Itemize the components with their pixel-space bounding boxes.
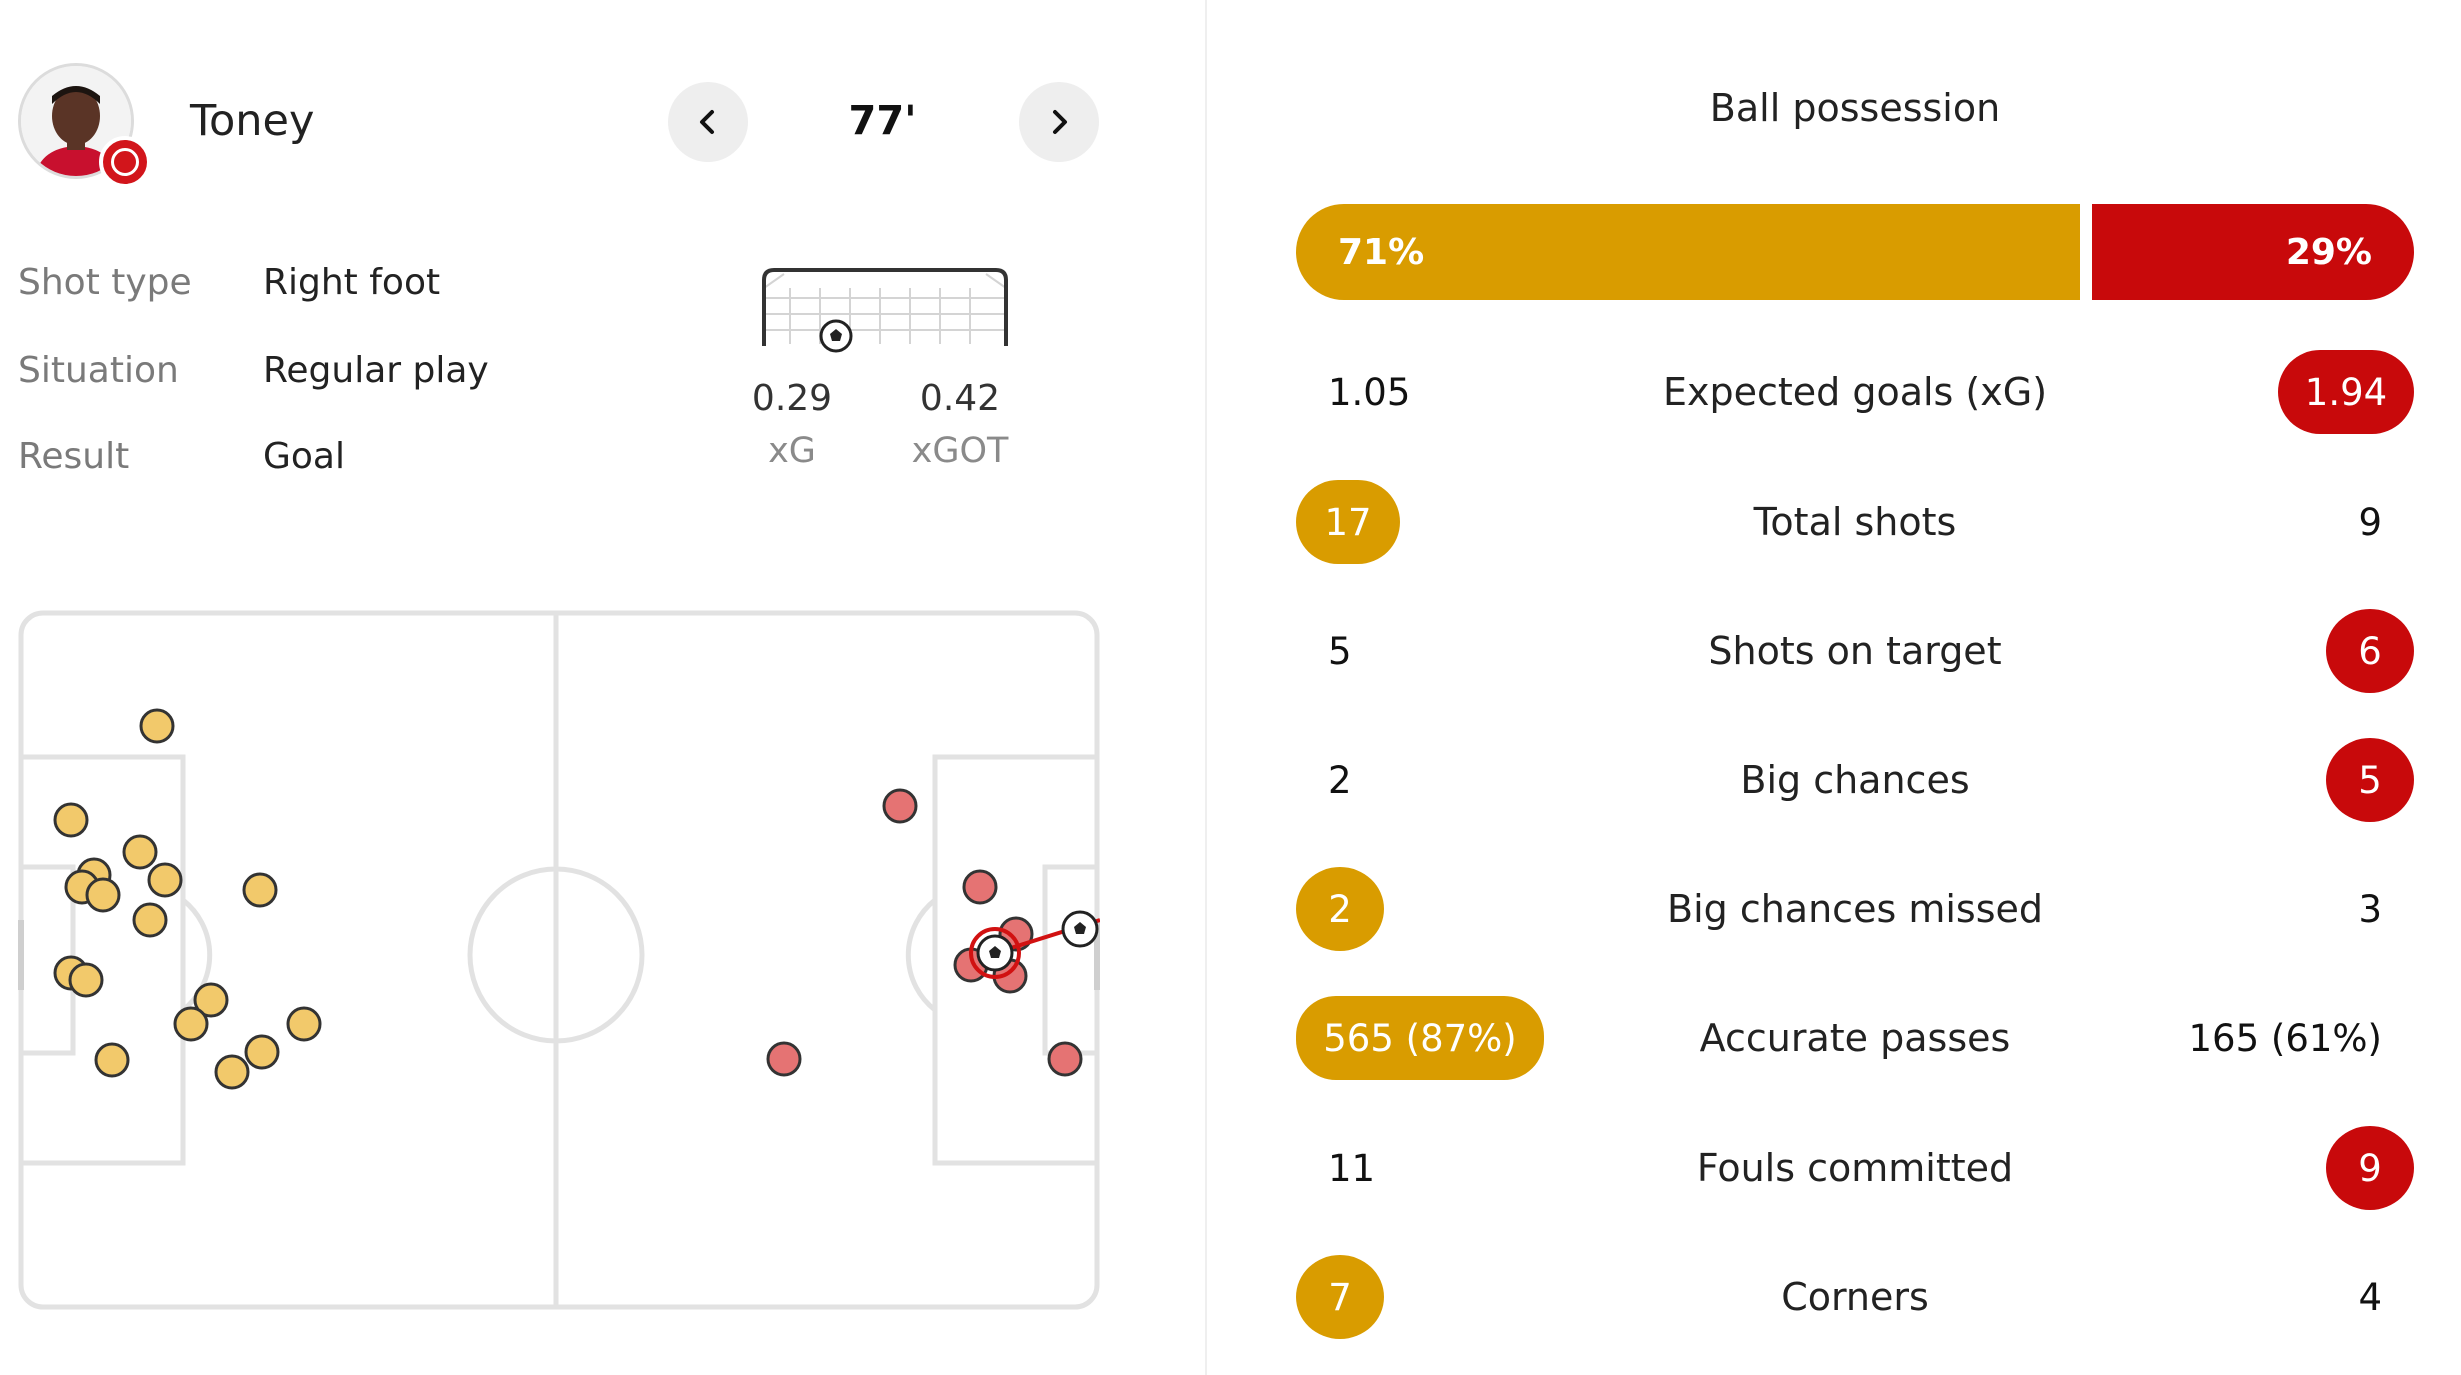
- previous-shot-button[interactable]: [668, 82, 748, 162]
- shot-marker[interactable]: [85, 877, 121, 913]
- possession-home-bar: 71%: [1296, 204, 2080, 300]
- shot-minute: 77': [848, 98, 917, 144]
- stat-away-value: 4: [2358, 1275, 2382, 1319]
- team-badge-icon: [99, 136, 151, 188]
- stat-label: Total shots: [1753, 500, 1957, 544]
- stat-away-value: 3: [2358, 887, 2382, 931]
- xg-block: 0.29 xG: [722, 378, 862, 471]
- stat-home-value: 2: [1328, 758, 1352, 802]
- stat-home-value: 5: [1328, 629, 1352, 673]
- stat-away-value: 165 (61%): [2188, 1016, 2383, 1060]
- player-avatar: [18, 63, 151, 188]
- chevron-left-icon: [700, 110, 714, 134]
- next-shot-button[interactable]: [1019, 82, 1099, 162]
- shot-marker[interactable]: [173, 1006, 209, 1042]
- chevron-right-icon: [1053, 110, 1067, 134]
- info-value: Regular play: [263, 350, 489, 391]
- stat-away-value: 9: [2326, 1126, 2414, 1210]
- stat-row-accurate-passes: 565 (87%) Accurate passes 165 (61%): [1296, 996, 2414, 1080]
- stat-row-total-shots: 17 Total shots 9: [1296, 480, 2414, 564]
- possession-away-value: 29%: [2285, 231, 2372, 273]
- xgot-value: 0.42: [919, 378, 1001, 419]
- stat-label: Fouls committed: [1696, 1146, 2014, 1190]
- stat-away-value: 6: [2326, 609, 2414, 693]
- shot-marker[interactable]: [94, 1042, 130, 1078]
- xg-label: xG: [768, 431, 816, 471]
- info-label: Shot type: [18, 262, 192, 303]
- shot-marker[interactable]: [242, 872, 278, 908]
- stat-row-big-chances: 2 Big chances 5: [1296, 738, 2414, 822]
- stat-label: Big chances missed: [1667, 887, 2043, 931]
- xgot-block: 0.42 xGOT: [890, 378, 1030, 471]
- away-shots: [766, 788, 1083, 1077]
- shot-marker[interactable]: [244, 1034, 280, 1070]
- info-label: Situation: [18, 350, 179, 391]
- stat-label: Expected goals (xG): [1662, 370, 2048, 414]
- shot-marker[interactable]: [882, 788, 918, 824]
- possession-title: Ball possession: [1709, 86, 2001, 130]
- stat-row-fouls: 11 Fouls committed 9: [1296, 1126, 2414, 1210]
- shot-marker[interactable]: [766, 1041, 802, 1077]
- xg-value: 0.29: [751, 378, 833, 419]
- shot-marker[interactable]: [214, 1054, 250, 1090]
- stat-row-shots-on-target: 5 Shots on target 6: [1296, 609, 2414, 693]
- stat-home-value: 565 (87%): [1296, 996, 1544, 1080]
- selected-shot[interactable]: [969, 910, 1100, 979]
- football-icon: [819, 319, 853, 353]
- shot-marker[interactable]: [286, 1006, 322, 1042]
- xgot-label: xGOT: [911, 431, 1009, 471]
- stat-row-xg: 1.05 Expected goals (xG) 1.94: [1296, 350, 2414, 434]
- stat-away-value: 9: [2358, 500, 2382, 544]
- shot-marker[interactable]: [139, 708, 175, 744]
- stat-label: Shots on target: [1708, 629, 2002, 673]
- shot-marker[interactable]: [1047, 1041, 1083, 1077]
- stat-home-value: 17: [1296, 480, 1400, 564]
- shot-map-pitch: [18, 610, 1100, 1310]
- stat-home-value: 7: [1296, 1255, 1384, 1339]
- stat-home-value: 11: [1328, 1146, 1376, 1190]
- shot-marker[interactable]: [122, 834, 158, 870]
- stat-label: Accurate passes: [1699, 1016, 2011, 1060]
- stat-away-value: 5: [2326, 738, 2414, 822]
- possession-home-value: 71%: [1338, 231, 1425, 273]
- shot-marker[interactable]: [962, 869, 998, 905]
- home-shots: [53, 708, 322, 1090]
- shot-marker[interactable]: [53, 802, 89, 838]
- stat-row-corners: 7 Corners 4: [1296, 1255, 2414, 1339]
- stat-label: Corners: [1781, 1275, 1929, 1319]
- possession-away-bar: 29%: [2092, 204, 2414, 300]
- info-value: Goal: [263, 436, 345, 477]
- stat-home-value: 2: [1296, 867, 1384, 951]
- shot-marker[interactable]: [132, 902, 168, 938]
- shot-marker[interactable]: [147, 862, 183, 898]
- shot-marker[interactable]: [193, 982, 229, 1018]
- stat-away-value: 1.94: [2278, 350, 2414, 434]
- info-value: Right foot: [263, 262, 441, 303]
- shot-marker[interactable]: [68, 962, 104, 998]
- stat-label: Big chances: [1740, 758, 1970, 802]
- info-label: Result: [18, 436, 130, 477]
- stat-row-big-chances-missed: 2 Big chances missed 3: [1296, 867, 2414, 951]
- stat-home-value: 1.05: [1328, 370, 1411, 414]
- goal-mouth-graphic: [762, 268, 1008, 353]
- panel-divider: [1205, 0, 1207, 1375]
- player-name: Toney: [190, 96, 315, 146]
